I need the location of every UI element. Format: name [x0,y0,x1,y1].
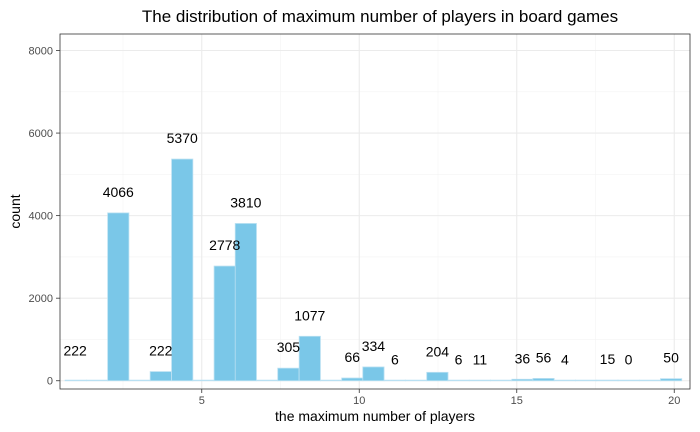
bar-count-label: 4066 [103,184,134,200]
bar-count-label: 4 [561,352,569,368]
histogram-bar [575,379,598,382]
bar-count-label: 2778 [209,237,240,253]
histogram-bar [553,379,576,382]
bars [64,158,683,382]
bar-count-label: 1077 [294,307,325,323]
x-tick-label: 5 [199,395,205,407]
histogram-bar [277,367,300,382]
bar-count-label: 11 [473,351,488,367]
x-tick-label: 20 [668,395,680,407]
histogram-bar [213,265,236,382]
y-tick-label: 6000 [29,128,53,140]
histogram-bar [234,223,257,382]
x-tick-label: 10 [353,395,365,407]
bar-count-label: 36 [515,350,531,366]
bar-count-label: 56 [536,349,552,365]
bar-count-label: 222 [63,343,87,359]
histogram-bar [447,379,470,382]
histogram-bar [489,379,513,382]
histogram-bar [319,379,342,382]
histogram-bar [149,371,172,382]
x-axis-title: the maximum number of players [275,408,475,424]
bar-count-label: 3810 [230,194,261,210]
histogram-bar [128,379,151,382]
y-axis: 0 2000 4000 6000 8000 [29,46,60,388]
histogram-bar [596,379,619,382]
histogram-bar [192,379,215,382]
histogram-bar [383,379,406,382]
histogram-bar [532,378,555,382]
bar-count-label: 5370 [167,130,198,146]
histogram-bar [617,379,640,382]
panel-border [59,33,691,390]
x-axis: 5 10 15 20 [199,389,680,407]
histogram-bar [362,366,385,382]
bar-count-label: 15 [600,351,616,367]
bar-count-label: 66 [345,349,361,365]
y-tick-label: 4000 [29,211,53,223]
grid [60,34,690,389]
bar-count-label: 204 [426,343,450,359]
histogram-bar [298,335,321,382]
histogram-bar [404,379,427,382]
bar-count-label: 305 [277,339,301,355]
bar-count-label: 0 [625,352,633,368]
bar-count-label: 334 [362,338,386,354]
chart-title: The distribution of maximum number of pl… [142,7,618,26]
bar-count-label: 50 [663,350,679,366]
histogram-bar [511,378,534,382]
histogram-bar [341,377,364,382]
bar-count-label: 6 [391,351,399,367]
y-tick-label: 2000 [29,293,53,305]
bar-count-label: 6 [455,351,463,367]
histogram-bar [638,379,662,382]
histogram-bar [660,378,683,382]
histogram-bar [64,379,87,382]
y-axis-title: count [7,194,23,228]
histogram-bar [468,379,491,382]
x-tick-label: 15 [511,395,523,407]
bar-count-label: 222 [149,343,173,359]
histogram-bar [171,158,194,382]
y-tick-label: 0 [47,376,53,388]
histogram-bar [107,212,130,382]
histogram-bar [426,371,449,382]
histogram-bar [86,379,109,382]
y-tick-label: 8000 [29,46,53,58]
histogram-bar [256,379,279,382]
